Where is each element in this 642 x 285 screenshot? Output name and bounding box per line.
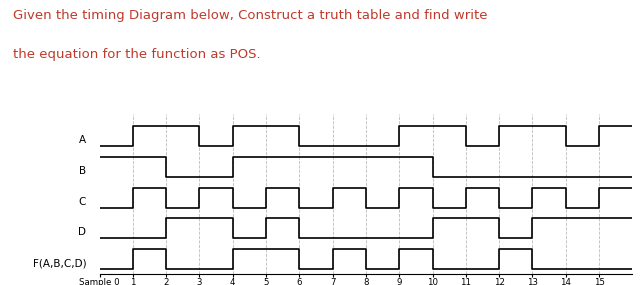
Text: B: B xyxy=(79,166,86,176)
Text: Given the timing Diagram below, Construct a truth table and find write: Given the timing Diagram below, Construc… xyxy=(13,9,487,22)
Text: the equation for the function as POS.: the equation for the function as POS. xyxy=(13,48,261,62)
Text: A: A xyxy=(79,135,86,145)
Text: D: D xyxy=(78,227,86,237)
Text: C: C xyxy=(79,197,86,207)
Text: F(A,B,C,D): F(A,B,C,D) xyxy=(33,258,86,268)
